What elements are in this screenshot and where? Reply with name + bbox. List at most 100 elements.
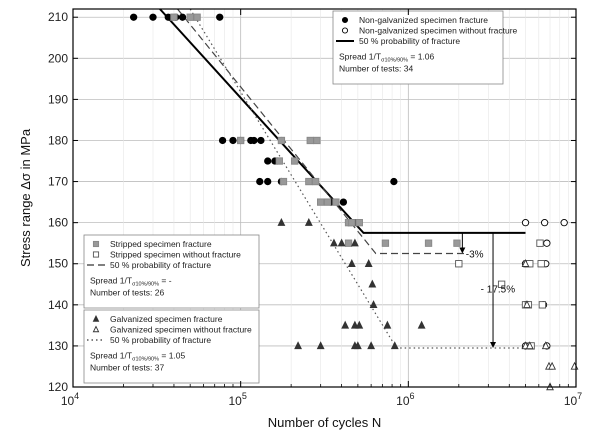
y-tick-label: 190	[48, 92, 68, 106]
marker-triangle-filled	[277, 217, 286, 226]
marker-circle-open	[540, 219, 549, 227]
y-tick-label: 130	[48, 339, 68, 353]
marker-square-filled	[344, 239, 353, 247]
legend-label: Galvanized specimen fracture	[110, 314, 223, 324]
plot-area	[72, 8, 577, 388]
data-points	[129, 13, 579, 391]
marker-circle-filled	[149, 13, 157, 21]
legend-label: Stripped specimen fracture	[110, 239, 212, 249]
y-tick-label: 180	[48, 133, 68, 147]
x-tick-label: 104	[61, 391, 79, 408]
marker-square-filled	[305, 177, 313, 186]
marker-triangle-filled	[364, 259, 373, 267]
marker-square-filled	[453, 239, 461, 247]
legend-label: Non-galvanized specimen without fracture	[359, 26, 518, 36]
marker-triangle-open	[92, 325, 100, 333]
legend-label: 50 % probability of fracture	[110, 335, 211, 345]
arrows	[459, 232, 497, 348]
marker-square-filled	[381, 239, 390, 247]
marker-square-filled	[311, 177, 320, 186]
marker-triangle-open	[548, 361, 557, 370]
marker-circle-filled	[216, 13, 224, 21]
marker-circle-filled	[218, 136, 227, 145]
legend-frame	[83, 309, 260, 384]
y-tick-label: 210	[48, 10, 68, 24]
axis-ticks: 120 130 140 150 160 170 180 190 200 210 104 105 106 1…	[48, 9, 582, 408]
legend-label: Non-galvanized specimen fracture	[359, 15, 488, 25]
x-tick-label: 105	[228, 391, 246, 408]
line-dashed	[177, 8, 466, 255]
marker-triangle-filled	[353, 341, 362, 350]
marker-triangle-filled	[350, 238, 359, 247]
x-tick-label: 107	[564, 391, 582, 408]
y-tick-label: 150	[48, 257, 68, 271]
marker-square-filled	[355, 219, 363, 227]
marker-triangle-filled	[367, 341, 376, 350]
marker-triangle-filled	[304, 217, 313, 226]
marker-circle-open	[521, 219, 530, 227]
marker-circle-filled	[178, 13, 187, 21]
marker-triangle-filled	[355, 320, 364, 329]
arrow-head	[490, 341, 497, 348]
marker-triangle-open	[541, 341, 550, 350]
marker-circle-filled	[390, 177, 398, 186]
marker-square-filled	[237, 136, 245, 145]
marker-circle-filled	[341, 16, 349, 24]
marker-square-filled	[186, 13, 194, 21]
marker-square-filled	[170, 13, 178, 21]
marker-square-open	[497, 280, 506, 288]
marker-square-open	[92, 251, 100, 258]
marker-square-filled	[291, 157, 299, 165]
legend-box: Non-galvanized specimen fractureNon-galv…	[332, 10, 518, 85]
marker-square-filled	[323, 198, 332, 206]
legend-frame	[83, 234, 260, 309]
marker-triangle-filled	[330, 238, 338, 247]
marker-circle-filled	[257, 136, 265, 145]
marker-triangle-filled	[369, 300, 378, 309]
marker-circle-filled	[264, 157, 272, 165]
marker-circle-filled	[129, 13, 138, 21]
marker-triangle-filled	[347, 259, 356, 267]
marker-square-open	[538, 301, 547, 309]
y-tick-label: 120	[48, 380, 68, 394]
annotation-label: -3%	[466, 250, 484, 261]
marker-square-filled	[92, 240, 100, 248]
legend-label: 50 % probability of fracture	[110, 260, 211, 270]
marker-triangle-open	[570, 361, 579, 370]
legend-tests: Number of tests: 26	[90, 288, 164, 298]
marker-triangle-filled	[368, 279, 377, 288]
legend-spread: Spread 1/Tσ10%/90% = 1.06	[339, 52, 435, 64]
marker-square-filled	[313, 136, 321, 145]
marker-square-filled	[279, 177, 288, 186]
y-axis-label: Stress range Δσ in MPa	[18, 128, 33, 267]
line-solid	[159, 8, 526, 234]
marker-square-filled	[317, 198, 325, 206]
legend-tests: Number of tests: 37	[90, 363, 164, 373]
y-tick-label: 170	[48, 175, 68, 189]
arrow-head	[459, 247, 466, 254]
marker-circle-open	[543, 239, 551, 247]
marker-square-filled	[306, 136, 314, 145]
marker-circle-filled	[256, 177, 264, 186]
y-tick-label: 140	[48, 298, 68, 312]
legend-spread: Spread 1/Tσ10%/90% = 1.05	[90, 351, 186, 363]
marker-square-filled	[277, 136, 286, 145]
marker-triangle-filled	[316, 341, 325, 350]
annotation-label: - 17.5%	[481, 285, 516, 296]
marker-square-filled	[332, 198, 340, 206]
marker-triangle-open	[521, 259, 530, 267]
marker-circle-open	[341, 27, 349, 34]
marker-triangle-open	[525, 341, 534, 350]
marker-circle-filled	[250, 136, 258, 145]
x-axis-label: Number of cycles N	[268, 415, 381, 430]
legends: Non-galvanized specimen fractureNon-galv…	[83, 10, 518, 384]
legend-label: 50 % probability of fracture	[359, 36, 460, 46]
legend-frame	[332, 10, 504, 85]
marker-triangle-filled	[294, 341, 303, 350]
y-tick-label: 160	[48, 216, 68, 230]
marker-triangle-open	[523, 300, 531, 309]
marker-square-open	[455, 260, 463, 268]
